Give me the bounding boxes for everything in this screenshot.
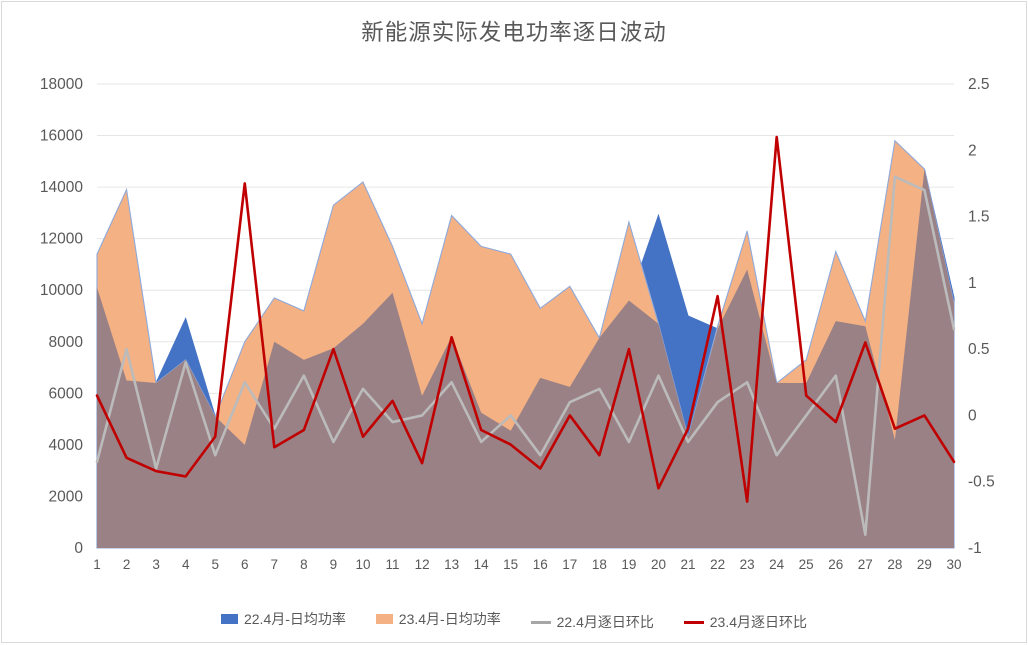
svg-text:10000: 10000: [40, 282, 83, 299]
svg-text:-0.5: -0.5: [968, 474, 995, 491]
svg-text:6: 6: [241, 557, 249, 572]
svg-text:3: 3: [152, 557, 160, 572]
svg-text:4000: 4000: [49, 437, 84, 454]
svg-text:30: 30: [946, 557, 961, 572]
svg-text:2.5: 2.5: [968, 76, 990, 93]
svg-text:6000: 6000: [49, 385, 84, 402]
svg-text:13: 13: [444, 557, 459, 572]
svg-text:4: 4: [182, 557, 190, 572]
svg-text:7: 7: [271, 557, 279, 572]
svg-text:17: 17: [562, 557, 577, 572]
svg-text:20: 20: [651, 557, 666, 572]
svg-text:0.5: 0.5: [968, 341, 990, 358]
svg-text:16: 16: [533, 557, 548, 572]
svg-text:22: 22: [710, 557, 725, 572]
svg-text:1: 1: [93, 557, 101, 572]
svg-text:1: 1: [968, 275, 977, 292]
svg-text:0: 0: [74, 540, 83, 557]
svg-text:26: 26: [828, 557, 843, 572]
svg-text:12000: 12000: [40, 231, 83, 248]
svg-text:0: 0: [968, 407, 977, 424]
svg-text:15: 15: [503, 557, 518, 572]
svg-text:23: 23: [740, 557, 755, 572]
svg-text:2: 2: [123, 557, 131, 572]
svg-text:10: 10: [355, 557, 370, 572]
svg-text:18: 18: [592, 557, 607, 572]
svg-text:24: 24: [769, 557, 785, 572]
svg-text:2000: 2000: [49, 488, 84, 505]
svg-text:29: 29: [917, 557, 932, 572]
svg-text:8: 8: [300, 557, 308, 572]
svg-text:8000: 8000: [49, 334, 84, 351]
svg-text:14000: 14000: [40, 179, 83, 196]
svg-text:2: 2: [968, 142, 977, 159]
svg-text:16000: 16000: [40, 128, 83, 145]
svg-text:14: 14: [474, 557, 490, 572]
svg-text:25: 25: [799, 557, 814, 572]
svg-text:1.5: 1.5: [968, 209, 990, 226]
svg-text:9: 9: [330, 557, 338, 572]
svg-text:18000: 18000: [40, 76, 83, 93]
svg-text:21: 21: [680, 557, 695, 572]
svg-text:11: 11: [385, 557, 399, 572]
svg-text:19: 19: [621, 557, 636, 572]
svg-text:-1: -1: [968, 540, 982, 557]
svg-text:5: 5: [211, 557, 219, 572]
svg-text:27: 27: [858, 557, 873, 572]
svg-text:12: 12: [415, 557, 430, 572]
svg-text:28: 28: [887, 557, 902, 572]
